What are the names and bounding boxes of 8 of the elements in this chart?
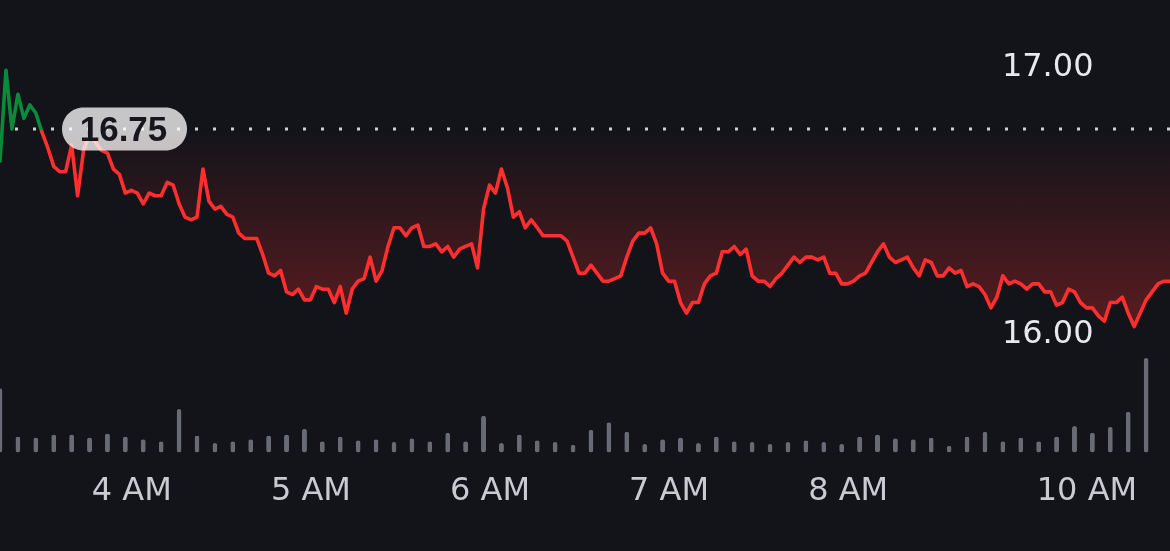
x-tick-label: 4 AM xyxy=(91,469,172,508)
line-series xyxy=(0,68,44,163)
x-tick-label: 5 AM xyxy=(270,469,351,508)
x-tick-label: 6 AM xyxy=(449,469,531,508)
x-tick-label: 7 AM xyxy=(629,469,710,508)
y-tick-label: 17.00 xyxy=(1001,45,1094,84)
x-tick-label: 10 AM xyxy=(1036,469,1138,508)
x-tick-label: 8 AM xyxy=(808,469,889,508)
